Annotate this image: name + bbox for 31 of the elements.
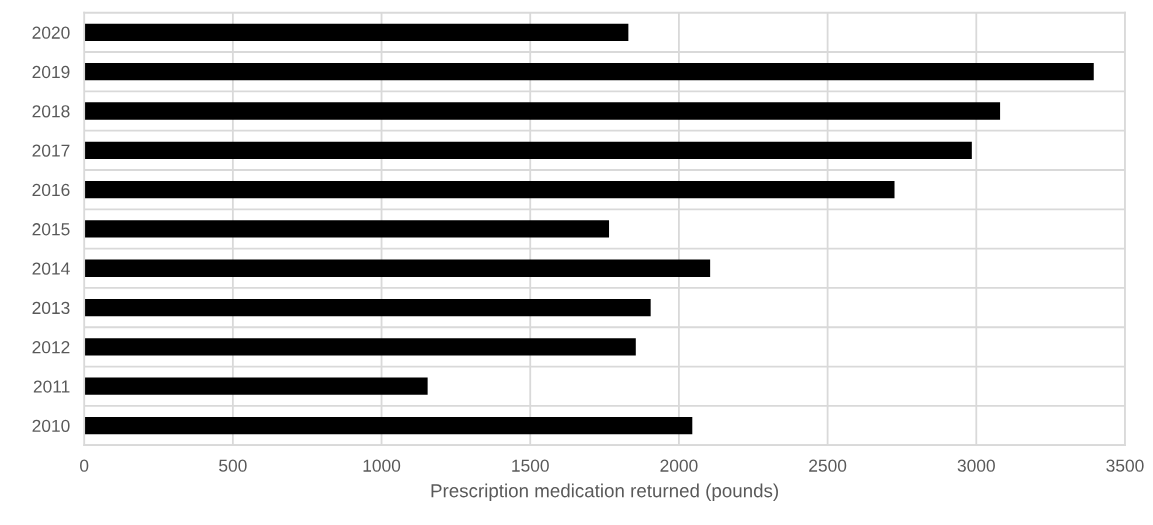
x-tick-label: 2500 — [809, 459, 847, 472]
y-tick-label: 2018 — [32, 105, 70, 118]
bar — [84, 102, 1001, 120]
x-tick-label: 0 — [80, 459, 89, 472]
x-tick-label: 1000 — [363, 459, 401, 472]
y-tick-label: 2017 — [32, 144, 70, 157]
y-tick-label: 2020 — [32, 26, 70, 39]
bar — [84, 259, 711, 277]
y-tick-label: 2014 — [32, 262, 70, 275]
bar — [84, 298, 651, 317]
bar — [84, 220, 610, 238]
y-tick-label: 2019 — [32, 65, 70, 79]
bar — [84, 377, 428, 395]
bar — [84, 141, 972, 159]
x-tick-label: 1500 — [512, 459, 549, 472]
bar — [84, 338, 636, 356]
bar — [84, 63, 1094, 81]
bar — [84, 416, 693, 435]
y-tick-label: 2012 — [32, 341, 70, 354]
y-tick-label: 2013 — [32, 301, 70, 315]
x-tick-label: 500 — [219, 459, 247, 472]
bar — [84, 180, 895, 199]
y-tick-label: 2015 — [32, 223, 70, 236]
x-tick-label: 3000 — [957, 459, 995, 472]
x-tick-label: 2000 — [660, 459, 698, 472]
x-axis-title: Prescription medication returned (pounds) — [431, 483, 778, 502]
y-tick-label: 2010 — [32, 419, 70, 432]
y-tick-label: 2011 — [33, 380, 70, 393]
y-tick-label: 2016 — [32, 183, 70, 197]
x-tick-label: 3500 — [1106, 459, 1144, 472]
bar — [84, 23, 629, 42]
